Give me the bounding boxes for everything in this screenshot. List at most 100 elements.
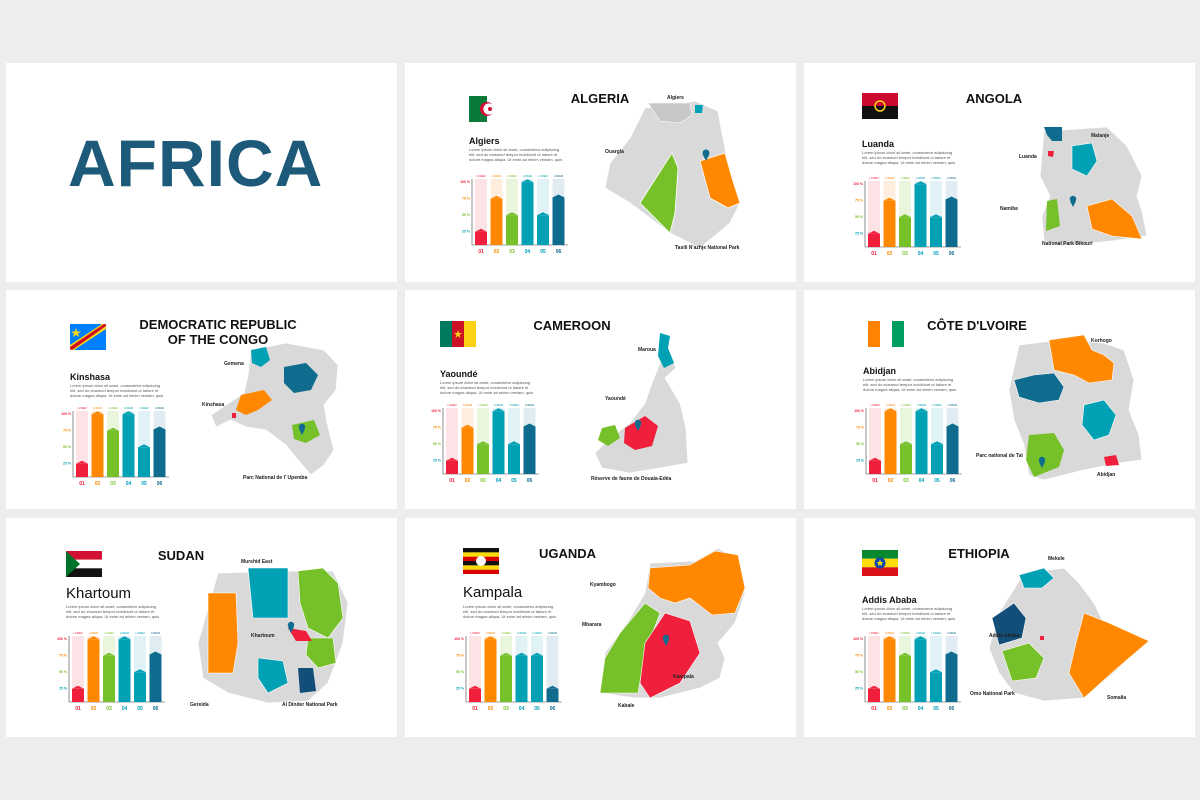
bar-background <box>869 408 881 474</box>
y-tick-label: 100 % <box>57 637 68 641</box>
algeria-flag <box>469 96 505 122</box>
x-tick-label: 02 <box>887 251 893 257</box>
bar-cap <box>915 408 928 412</box>
x-tick-label: 06 <box>556 249 562 255</box>
y-tick-label: 75 % <box>856 426 865 430</box>
y-tick-label: 25 % <box>856 459 865 463</box>
angola-map <box>1039 126 1148 247</box>
map-label: Tasili N'azhje National Park <box>675 245 740 251</box>
country-title: ETHIOPIA <box>948 546 1010 561</box>
bar-top-label: LOREM <box>155 406 164 410</box>
y-tick-label: 75 % <box>855 199 864 203</box>
y-tick-label: 75 % <box>462 197 471 201</box>
slide-congo[interactable]: DEMOCRATIC REPUBLIC OF THE CONGO Kinshas… <box>6 290 397 509</box>
map-label: Kabale <box>618 703 635 709</box>
y-tick-label: 75 % <box>855 654 864 658</box>
bar <box>899 655 911 702</box>
map-label: Somalia <box>1107 695 1127 701</box>
bar-cap <box>869 457 881 461</box>
map-label: Maroua <box>638 347 656 353</box>
bar-top-label: LOREM <box>151 631 160 635</box>
x-tick-label: 01 <box>871 251 877 257</box>
slide-uganda[interactable]: UGANDA Kampala Lorem ipsum dolor sit ame… <box>405 518 796 737</box>
bar <box>868 233 880 247</box>
bar <box>900 444 912 474</box>
y-tick-label: 50 % <box>856 442 865 446</box>
country-title: DEMOCRATIC REPUBLIC OF THE CONGO <box>139 317 297 347</box>
bar-top-label: LOREM <box>900 176 909 180</box>
slide-cote[interactable]: CÔTE D'LVOIRE Abidjan Lorem ipsum dolor … <box>804 290 1195 509</box>
bar-background <box>546 636 559 702</box>
bar-chart: 100 % 75 % 50 % 25 % LOREM 01 LOREM 02 LOREM 03 LO… <box>454 631 562 712</box>
cover-slide[interactable]: AFRICA <box>6 63 397 282</box>
bar-top-label: LOREM <box>901 403 910 407</box>
bar-cap <box>930 669 942 673</box>
country-title: UGANDA <box>538 546 597 561</box>
bar <box>899 217 911 247</box>
bar-background <box>868 636 880 702</box>
bar <box>122 414 135 477</box>
slide-cameroon[interactable]: CAMEROON Yaoundé Lorem ipsum dolor sit a… <box>405 290 796 509</box>
x-tick-label: 02 <box>887 706 893 712</box>
congo-map <box>210 342 339 476</box>
bar-cap <box>506 212 518 216</box>
map-label: Al Dinder National Park <box>282 702 338 708</box>
x-tick-label: 04 <box>919 478 925 484</box>
bar-cap <box>87 636 100 640</box>
slide-sudan[interactable]: SUDAN Khartoum Lorem ipsum dolor sit ame… <box>6 518 397 737</box>
country-title: SUDAN <box>157 548 205 563</box>
map-label: Gemena <box>224 361 244 367</box>
bar-top-label: LOREM <box>463 403 472 407</box>
map-label: Omo National Park <box>970 691 1015 697</box>
country-title: CÔTE D'LVOIRE <box>927 318 1027 333</box>
bar-cap <box>930 214 942 218</box>
bar-chart: 100 % 75 % 50 % 25 % LOREM 01 LOREM 02 LOREM 03 LO… <box>61 406 169 487</box>
bar-cap <box>76 460 88 464</box>
x-tick-label: 06 <box>950 478 956 484</box>
bar <box>506 215 518 245</box>
bar-background <box>469 636 481 702</box>
bar-top-label: LOREM <box>486 631 495 635</box>
map-label: Mbarara <box>582 622 602 628</box>
y-tick-label: 25 % <box>63 462 72 466</box>
y-tick-label: 50 % <box>433 442 442 446</box>
map-label: Abidjan <box>1097 472 1116 478</box>
bar <box>461 427 474 474</box>
x-tick-label: 04 <box>496 478 502 484</box>
bar-top-label: LOREM <box>476 174 485 178</box>
y-tick-label: 25 % <box>456 687 465 691</box>
bar-cap <box>914 181 927 185</box>
y-tick-label: 50 % <box>456 670 465 674</box>
bar-chart: 100 % 75 % 50 % 25 % LOREM 01 LOREM 02 LOREM 03 LO… <box>431 403 539 484</box>
body-text: Lorem ipsum dolor sit amet, consectetur … <box>469 147 563 162</box>
slide-angola[interactable]: ANGOLA Luanda Lorem ipsum dolor sit amet… <box>804 63 1195 282</box>
bar-top-label: LOREM <box>948 403 957 407</box>
y-tick-label: 25 % <box>855 232 864 236</box>
x-tick-label: 01 <box>449 478 455 484</box>
bar-top-label: LOREM <box>885 631 894 635</box>
bar <box>931 444 943 474</box>
y-tick-label: 100 % <box>61 412 72 416</box>
y-tick-label: 25 % <box>59 687 68 691</box>
map-label: Luanda <box>1019 154 1037 160</box>
ethiopia-map <box>988 567 1150 702</box>
bar <box>930 217 942 247</box>
bar-cap <box>537 212 549 216</box>
x-tick-label: 02 <box>494 249 500 255</box>
bar-top-label: LOREM <box>93 406 102 410</box>
bar <box>883 639 896 702</box>
bar-top-label: LOREM <box>139 406 148 410</box>
bar <box>914 639 927 702</box>
bar-cap <box>868 230 880 234</box>
bar <box>153 429 166 477</box>
slide-algeria[interactable]: ALGERIA Algiers Lorem ipsum dolor sit am… <box>405 63 796 282</box>
x-tick-label: 04 <box>519 706 525 712</box>
bar-chart: 100 % 75 % 50 % 25 % LOREM 01 LOREM 02 LOREM 03 LO… <box>460 174 568 255</box>
bar <box>500 655 512 702</box>
bar-top-label: LOREM <box>869 176 878 180</box>
y-tick-label: 100 % <box>460 180 471 184</box>
bar-top-label: LOREM <box>525 403 534 407</box>
bar <box>446 460 458 474</box>
x-tick-label: 03 <box>902 706 908 712</box>
slide-ethiopia[interactable]: ETHIOPIA Addis Ababa Lorem ipsum dolor s… <box>804 518 1195 737</box>
